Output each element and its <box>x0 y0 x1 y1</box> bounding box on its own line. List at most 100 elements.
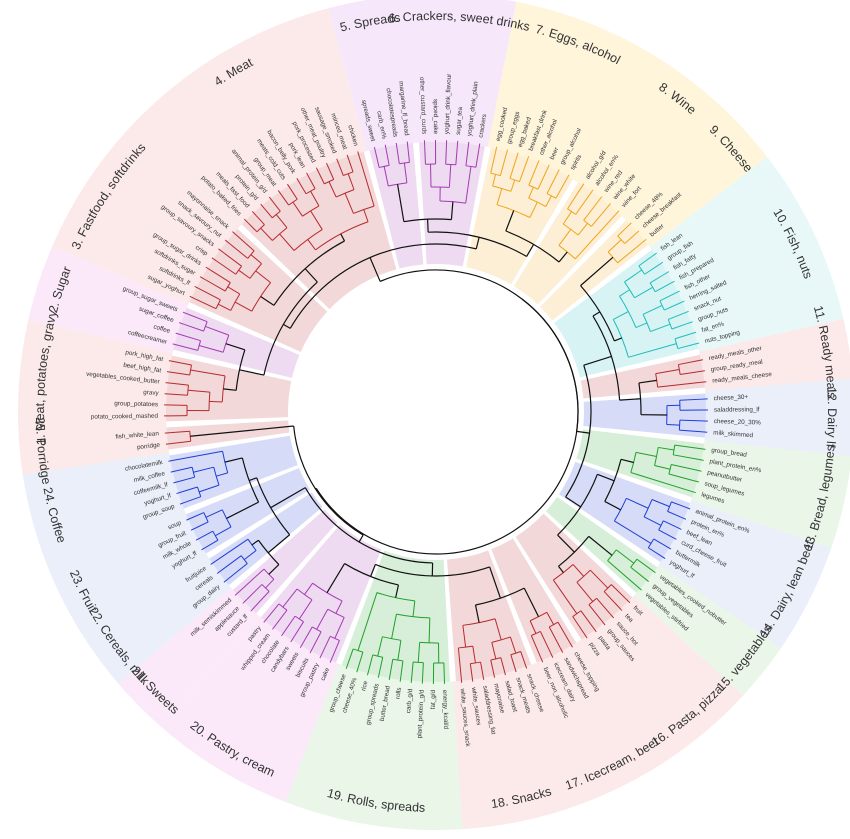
branch-join <box>613 498 627 522</box>
branch-join <box>492 185 512 192</box>
branch-join <box>212 530 219 541</box>
cluster-highlight <box>583 393 706 438</box>
branch <box>348 160 354 173</box>
branch <box>347 648 354 664</box>
leaf-branch <box>684 506 691 510</box>
branch <box>580 610 594 628</box>
leaf-branch <box>165 382 172 384</box>
leaf-branch <box>377 671 381 678</box>
branch <box>255 270 271 283</box>
cluster-band <box>52 124 240 306</box>
branch <box>619 289 630 297</box>
branch <box>334 617 345 639</box>
leaf-label: saladdressing_lf <box>714 406 760 413</box>
branch <box>616 549 635 564</box>
branch-join <box>327 608 345 618</box>
leaf-label: fish_white_lean <box>115 430 159 440</box>
leaf-branch <box>609 613 615 619</box>
upper-branch <box>239 369 265 376</box>
branch <box>379 657 384 673</box>
branch <box>284 615 296 632</box>
leaf-label: plant_protein_g/d <box>416 689 425 738</box>
branch <box>520 651 526 663</box>
branch <box>248 222 258 233</box>
branch <box>462 625 467 648</box>
branch <box>234 301 252 312</box>
branch <box>316 609 329 630</box>
upper-branch <box>638 379 657 384</box>
leaf-branch <box>674 290 680 295</box>
branch <box>465 147 469 166</box>
leaf-branch <box>650 568 656 574</box>
branch <box>205 279 226 292</box>
branch <box>195 298 217 310</box>
branch <box>509 636 517 654</box>
branch-join <box>312 626 322 633</box>
cluster-highlight <box>186 468 310 554</box>
upper-branch <box>592 311 601 317</box>
leaf-branch <box>223 578 229 583</box>
cluster-highlight <box>466 147 573 285</box>
upper-branch-join <box>604 459 622 502</box>
leaf-branch <box>286 183 292 190</box>
cluster-band <box>132 8 367 227</box>
leaf-branch <box>636 585 642 591</box>
branch-join <box>672 445 676 455</box>
branch <box>545 195 552 207</box>
branch <box>222 252 242 267</box>
branch <box>383 166 389 187</box>
leaf-branch <box>195 536 202 541</box>
leaf-branch <box>189 295 196 300</box>
branch <box>654 464 671 470</box>
branch <box>209 400 223 403</box>
branch <box>293 621 305 638</box>
upper-branch <box>523 587 540 618</box>
leaf-branch <box>634 230 640 236</box>
upper-branch-join <box>304 487 433 564</box>
leaf-branch <box>494 146 498 153</box>
upper-branch <box>619 398 641 401</box>
branch <box>292 201 303 217</box>
branch <box>509 158 517 179</box>
upper-branch <box>450 201 454 220</box>
branch-join <box>240 555 248 564</box>
leaf-branch <box>250 606 256 612</box>
branch <box>654 283 670 293</box>
leaf-branch <box>524 662 528 669</box>
leaf-branch <box>406 141 409 148</box>
branch <box>243 550 257 561</box>
branch <box>529 201 538 218</box>
branch <box>338 164 344 176</box>
leaf-branch <box>410 676 413 683</box>
cluster-band <box>634 564 781 696</box>
branch <box>651 499 670 508</box>
branch <box>403 162 408 183</box>
cluster-highlight <box>260 524 382 663</box>
leaf-branch <box>559 647 564 653</box>
branch <box>267 603 280 619</box>
cluster-highlight <box>189 228 328 352</box>
upper-branch <box>597 473 615 482</box>
branch <box>265 578 275 589</box>
leaf-branch <box>399 675 402 682</box>
branch <box>430 164 432 188</box>
branch-join <box>531 630 541 636</box>
leaf-branch <box>692 479 699 483</box>
leaf-branch <box>695 469 702 472</box>
leaf-branch <box>505 149 508 156</box>
branch <box>190 369 226 377</box>
upper-branch <box>395 584 400 598</box>
branch <box>613 311 629 320</box>
branch <box>328 168 335 180</box>
upper-branch <box>283 323 291 329</box>
leaf-branch <box>659 554 666 559</box>
leaf-branch <box>336 158 340 165</box>
cluster-highlight <box>515 513 633 640</box>
branch <box>191 512 205 519</box>
branch <box>344 192 354 214</box>
cluster-highlight <box>554 249 699 378</box>
upper-branch <box>475 237 480 250</box>
upper-branch <box>604 500 621 511</box>
leaf-branch <box>700 381 707 383</box>
branch <box>215 538 249 562</box>
